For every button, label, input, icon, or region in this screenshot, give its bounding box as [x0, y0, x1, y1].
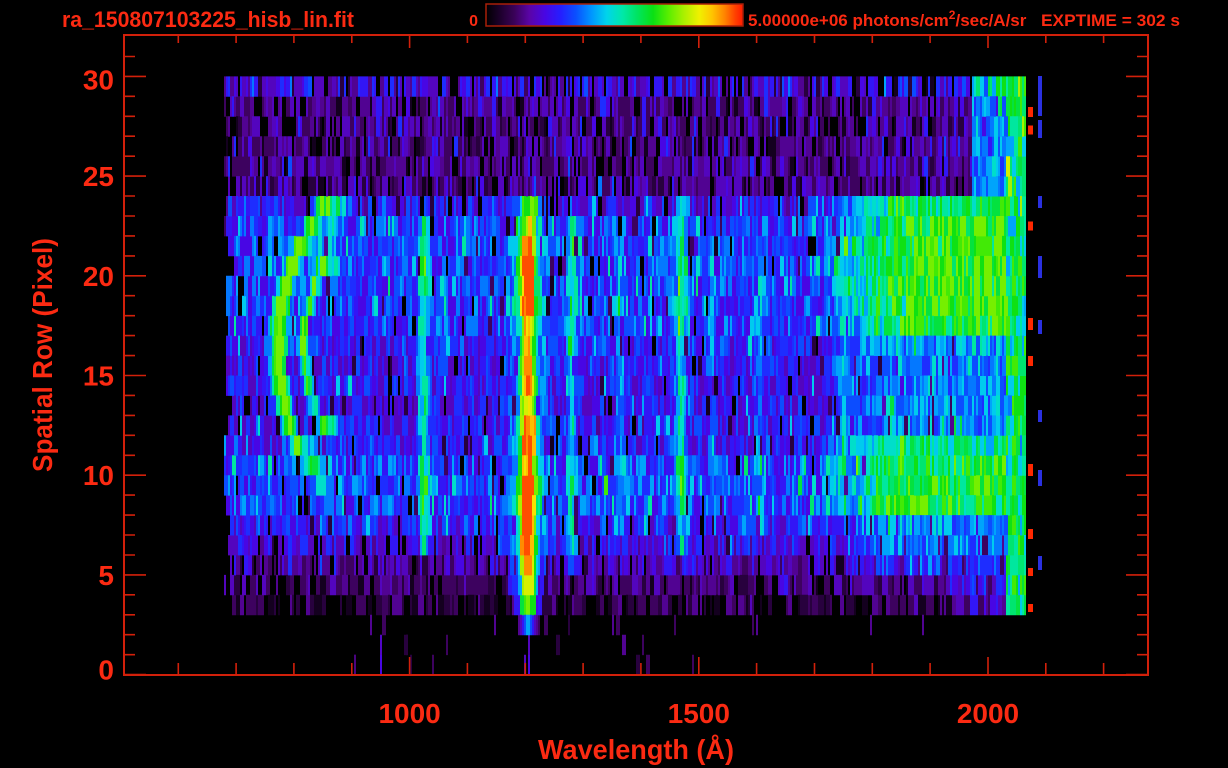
- svg-text:1500: 1500: [668, 698, 730, 729]
- svg-text:EXPTIME = 302 s: EXPTIME = 302 s: [1041, 11, 1180, 30]
- svg-text:Spatial Row (Pixel): Spatial Row (Pixel): [27, 238, 58, 472]
- svg-text:ra_150807103225_hisb_lin.fit: ra_150807103225_hisb_lin.fit: [62, 7, 355, 32]
- svg-text:20: 20: [83, 261, 114, 292]
- svg-text:1000: 1000: [378, 698, 440, 729]
- svg-text:30: 30: [83, 64, 114, 95]
- svg-text:2000: 2000: [957, 698, 1019, 729]
- svg-text:5.00000e+06 photons/cm2/sec/A/: 5.00000e+06 photons/cm2/sec/A/sr: [748, 8, 1027, 30]
- svg-text:5: 5: [98, 560, 114, 591]
- svg-text:Wavelength (Å): Wavelength (Å): [538, 734, 734, 765]
- svg-text:15: 15: [83, 361, 114, 392]
- svg-text:0: 0: [469, 13, 478, 30]
- svg-text:10: 10: [83, 460, 114, 491]
- svg-text:0: 0: [98, 655, 114, 686]
- svg-text:25: 25: [83, 161, 114, 192]
